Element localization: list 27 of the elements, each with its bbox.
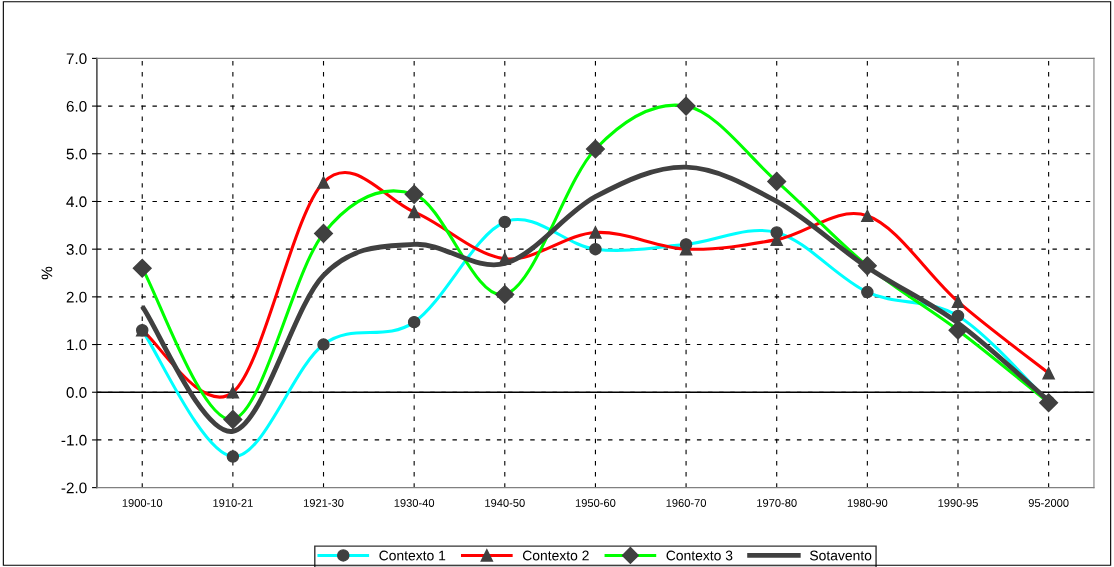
point: [857, 256, 877, 276]
x-tick-label: 1930-40: [394, 499, 435, 507]
x-tick-label: 1990-95: [938, 499, 978, 507]
legend-label: Sotavento: [809, 550, 872, 561]
y-tick-label: -2.0: [61, 482, 87, 494]
x-tick-label: 1910-21: [213, 499, 253, 507]
legend-label: Contexto 3: [666, 550, 733, 561]
y-tick-label: 0.0: [66, 387, 87, 398]
legend-label: Contexto 2: [522, 550, 589, 561]
x-tick-label: 1900-10: [122, 499, 163, 507]
x-tick-label: 1950-60: [575, 499, 616, 507]
x-tick-label: 1970-80: [757, 499, 797, 507]
y-tick-label: 6.0: [66, 100, 87, 112]
x-tick-label: 1980-90: [847, 499, 888, 507]
legend-label: Contexto 1: [379, 550, 446, 561]
y-tick-label: -1.0: [61, 434, 87, 446]
x-tick-label: 1960-70: [666, 499, 707, 507]
x-tick-label: 1921-30: [303, 499, 344, 507]
x-tick-label: 95-2000: [1028, 499, 1069, 507]
y-axis-title: %: [41, 266, 53, 280]
y-tick-label: 2.0: [66, 291, 87, 303]
x-tick-label: 1940-50: [485, 499, 525, 507]
y-tick-label: 4.0: [66, 196, 87, 208]
y-tick-label: 7.0: [66, 53, 87, 65]
y-tick-label: 3.0: [66, 244, 87, 255]
y-tick-label: 5.0: [66, 148, 87, 160]
y-tick-label: 1.0: [67, 339, 87, 351]
